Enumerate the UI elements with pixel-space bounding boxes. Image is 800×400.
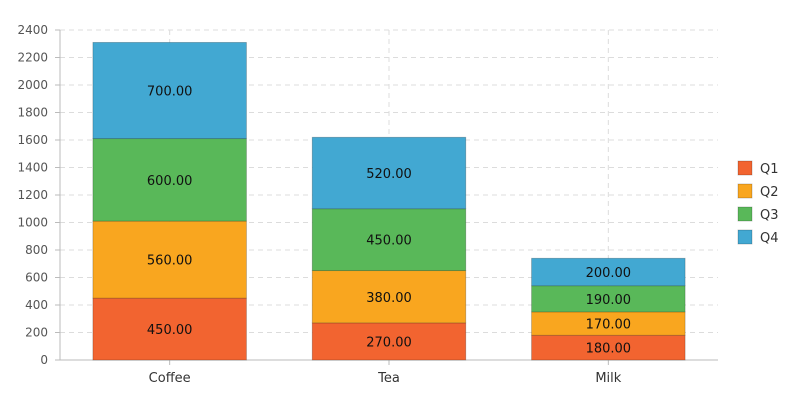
y-tick-label: 800 <box>25 243 48 257</box>
y-tick-label: 600 <box>25 271 48 285</box>
y-tick-label: 1400 <box>17 161 48 175</box>
bar-coffee-q3[interactable] <box>92 138 247 222</box>
data-labels: 450.00 560.00 600.00 700.00 270.00 380.00 450.… <box>147 85 631 357</box>
y-tick-label: 400 <box>25 298 48 312</box>
data-label: 200.00 <box>586 266 632 281</box>
bar-tea-q2[interactable] <box>311 270 467 324</box>
y-tick-label: 1000 <box>17 216 48 230</box>
legend-label-q1[interactable]: Q1 <box>760 162 779 177</box>
x-tick-label: Milk <box>595 371 621 386</box>
legend-label-q3[interactable]: Q3 <box>760 208 779 223</box>
bar-coffee-q2[interactable] <box>92 220 247 299</box>
y-tick-label: 200 <box>25 326 48 340</box>
bar-tea-q3[interactable] <box>311 208 467 272</box>
bar-coffee-q4[interactable] <box>92 41 247 140</box>
data-label: 180.00 <box>586 342 632 357</box>
data-label: 700.00 <box>147 85 193 100</box>
legend-label-q2[interactable]: Q2 <box>760 185 779 200</box>
legend-label-q4[interactable]: Q4 <box>760 231 779 246</box>
bars <box>92 41 686 361</box>
y-tick-label: 1800 <box>17 106 48 120</box>
bar-milk-q3[interactable] <box>531 285 686 313</box>
data-label: 170.00 <box>586 318 632 333</box>
data-label: 450.00 <box>366 234 412 249</box>
data-label: 270.00 <box>366 335 412 350</box>
y-tick-label: 1200 <box>17 188 48 202</box>
data-label: 380.00 <box>366 291 412 306</box>
y-tick-label: 2200 <box>17 51 48 65</box>
y-tick-label: 2400 <box>17 23 48 37</box>
data-label: 450.00 <box>147 323 193 338</box>
data-label: 190.00 <box>586 293 632 308</box>
bar-coffee-q1[interactable] <box>92 297 247 361</box>
legend: Q1 Q2 Q3 Q4 <box>737 160 779 246</box>
bar-milk-q4[interactable] <box>531 257 686 287</box>
x-tick-label: Tea <box>377 371 400 386</box>
data-label: 600.00 <box>147 174 193 189</box>
data-label: 560.00 <box>147 254 193 269</box>
bar-tea-q4[interactable] <box>311 136 467 210</box>
legend-swatch-q4[interactable] <box>737 229 753 245</box>
y-tick-label: 0 <box>40 353 48 367</box>
x-tick-label: Coffee <box>149 371 191 386</box>
y-tick-label: 1600 <box>17 133 48 147</box>
legend-swatch-q1[interactable] <box>737 160 753 176</box>
legend-swatch-q3[interactable] <box>737 206 753 222</box>
legend-swatch-q2[interactable] <box>737 183 753 199</box>
data-label: 520.00 <box>366 167 412 182</box>
y-tick-label: 2000 <box>17 78 48 92</box>
